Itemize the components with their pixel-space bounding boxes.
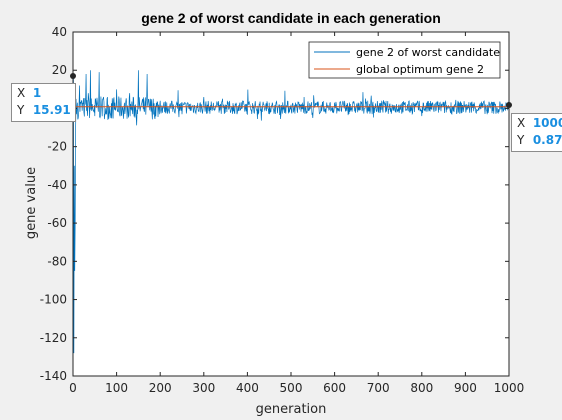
y-tick-label: -60	[47, 216, 67, 230]
datatip-end-y-value: 0.872	[532, 133, 562, 147]
y-tick-label: -40	[47, 178, 67, 192]
datatip-start-x-value: 1	[32, 86, 42, 100]
y-tick-label: 20	[52, 63, 67, 77]
datatip-end-x-key: X	[517, 116, 526, 130]
y-tick-label: 40	[52, 25, 67, 39]
datatip-start-x-row: X 1	[17, 85, 71, 102]
x-tick-label: 100	[105, 381, 128, 395]
y-tick-label: -120	[40, 331, 67, 345]
legend-label-worst: gene 2 of worst candidate	[356, 46, 500, 59]
y-tick-label: -20	[47, 140, 67, 154]
x-tick-label: 200	[149, 381, 172, 395]
datatip-start-y-value: 15.91	[32, 103, 71, 117]
x-axis: 0 100 200 300 400 500 600 700 800 900 1000	[69, 32, 524, 395]
y-tick-label: -140	[40, 369, 67, 383]
y-tick-label: -100	[40, 293, 67, 307]
x-tick-label: 400	[236, 381, 259, 395]
legend-box	[308, 41, 501, 79]
datatip-start-y-row: Y 15.91	[17, 102, 71, 119]
datatip-end-x-value: 1000	[532, 116, 562, 130]
y-axis-label: gene value	[24, 167, 39, 239]
datatip-end-y-key: Y	[517, 133, 525, 147]
x-tick-label: 600	[323, 381, 346, 395]
y-tick-label: -80	[47, 254, 67, 268]
x-tick-label: 900	[454, 381, 477, 395]
datatip-end[interactable]: X 1000 Y 0.872	[511, 113, 562, 152]
x-tick-label: 800	[410, 381, 433, 395]
datatip-marker-end[interactable]	[506, 102, 512, 108]
x-tick-label: 300	[192, 381, 215, 395]
x-tick-label: 1000	[494, 381, 525, 395]
legend-label-optimum: global optimum gene 2	[356, 63, 484, 76]
datatip-start[interactable]: X 1 Y 15.91	[11, 83, 76, 122]
chart-title: gene 2 of worst candidate in each genera…	[141, 10, 441, 26]
plot-lines	[73, 70, 510, 354]
datatip-end-y-row: Y 0.872	[517, 132, 562, 149]
legend[interactable]: gene 2 of worst candidate global optimum…	[308, 41, 501, 79]
x-axis-label: generation	[256, 402, 327, 417]
x-tick-label: 0	[69, 381, 77, 395]
datatip-start-y-key: Y	[17, 103, 25, 117]
datatip-start-x-key: X	[17, 86, 26, 100]
x-tick-label: 500	[280, 381, 303, 395]
axes-background	[73, 32, 509, 376]
datatip-end-x-row: X 1000	[517, 115, 562, 132]
datatip-marker-start[interactable]	[70, 73, 76, 79]
x-tick-label: 700	[367, 381, 390, 395]
